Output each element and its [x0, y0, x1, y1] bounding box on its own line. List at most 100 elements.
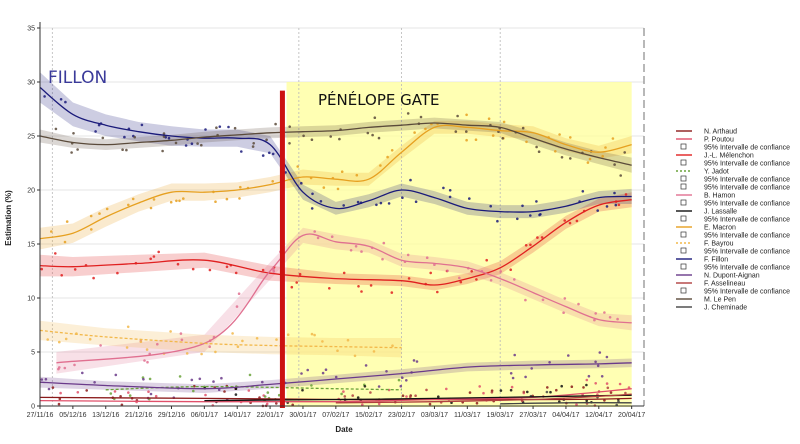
- poll-point-e-macron: [386, 155, 389, 159]
- poll-point-f-fillon: [240, 150, 243, 153]
- x-axis-title: Date: [335, 425, 353, 434]
- poll-point-m-le-pen: [72, 132, 75, 135]
- poll-point-e-macron: [465, 113, 468, 117]
- legend-label: 95% Intervalle de confiance: [704, 201, 790, 208]
- poll-point-j-lassalle: [450, 401, 453, 405]
- legend-swatch-box: [680, 263, 687, 270]
- poll-point-y-jadot: [248, 373, 252, 377]
- poll-point-f-bayrou: [169, 330, 172, 333]
- x-tick-label: 12/04/17: [585, 412, 612, 419]
- poll-point-e-macron: [379, 164, 382, 167]
- poll-point-f-bayrou: [236, 345, 240, 349]
- poll-point-n-arthaud: [546, 386, 549, 389]
- poll-point-b-hamon: [99, 344, 102, 347]
- poll-point-e-macron: [169, 200, 173, 204]
- poll-point-e-macron: [322, 186, 326, 189]
- poll-point-b-hamon: [577, 302, 580, 306]
- poll-point-m-le-pen: [121, 148, 124, 151]
- poll-point-f-fillon: [190, 142, 194, 145]
- x-tick-label: 06/01/17: [191, 412, 218, 419]
- poll-point-m-le-pen: [288, 125, 292, 128]
- poll-point-n-dupont-aignan: [334, 375, 338, 379]
- poll-point-m-le-pen: [371, 133, 374, 137]
- poll-point-n-dupont-aignan: [587, 374, 591, 378]
- poll-point-j-lassalle: [549, 390, 552, 394]
- poll-point-n-dupont-aignan: [212, 380, 215, 383]
- poll-point-p-poutou: [265, 402, 269, 406]
- poll-point-b-hamon: [616, 317, 619, 321]
- poll-point-f-fillon: [489, 204, 493, 208]
- poll-point-e-macron: [178, 199, 181, 203]
- poll-point-m-le-pen: [535, 145, 538, 149]
- poll-point-f-fillon: [319, 200, 323, 203]
- poll-point-b-hamon: [146, 360, 149, 364]
- poll-point-n-arthaud: [609, 391, 613, 394]
- legend-swatch-box: [680, 159, 687, 166]
- poll-point-b-hamon: [381, 257, 384, 261]
- series-line-n-dupont-aignan: [39, 362, 632, 390]
- legend-swatch-box: [680, 143, 687, 150]
- axes: [37, 22, 644, 409]
- poll-point-f-fillon: [300, 181, 303, 185]
- confidence-bands: [40, 72, 632, 393]
- poll-point-b-hamon: [541, 298, 545, 302]
- poll-point-m-le-pen: [613, 163, 616, 166]
- poll-point-m-le-pen: [456, 114, 459, 118]
- poll-point-f-bayrou: [58, 340, 61, 344]
- poll-point-e-macron: [586, 161, 590, 164]
- poll-point-b-hamon: [382, 241, 386, 245]
- series-line-y-jadot: [105, 385, 402, 391]
- poll-point-e-macron: [611, 137, 615, 140]
- poll-point-j-lassalle: [234, 387, 238, 391]
- poll-point-j-l-m-lenchon: [298, 272, 302, 276]
- poll-point-f-asselineau: [369, 391, 372, 394]
- poll-point-e-macron: [182, 197, 185, 200]
- poll-point-m-le-pen: [215, 126, 218, 129]
- poll-point-f-fillon: [311, 192, 314, 196]
- poll-point-n-dupont-aignan: [149, 392, 153, 396]
- poll-point-b-hamon: [406, 253, 410, 257]
- poll-point-n-arthaud: [603, 399, 606, 402]
- legend-swatch-box: [680, 183, 687, 190]
- legend-swatch-box: [680, 215, 687, 222]
- poll-point-f-asselineau: [425, 388, 428, 392]
- poll-point-e-macron: [175, 199, 178, 203]
- poll-point-e-macron: [296, 165, 300, 168]
- poll-point-f-fillon: [342, 204, 346, 207]
- poll-point-n-dupont-aignan: [47, 387, 51, 391]
- poll-point-y-jadot: [266, 391, 270, 394]
- poll-point-e-macron: [491, 134, 495, 137]
- poll-point-j-lassalle: [585, 383, 588, 387]
- poll-point-m-le-pen: [377, 136, 381, 140]
- poll-point-j-l-m-lenchon: [290, 285, 294, 289]
- x-tick-label: 23/02/17: [388, 412, 415, 419]
- poll-point-y-jadot: [178, 375, 182, 378]
- poll-point-j-l-m-lenchon: [360, 290, 363, 293]
- poll-point-e-macron: [525, 140, 528, 144]
- poll-point-j-l-m-lenchon: [328, 287, 331, 290]
- poll-point-e-macron: [98, 212, 101, 215]
- poll-point-f-asselineau: [343, 395, 347, 398]
- poll-point-j-l-m-lenchon: [40, 267, 43, 271]
- poll-point-j-l-m-lenchon: [470, 270, 474, 273]
- legend-label: N. Arthaud: [704, 129, 737, 136]
- poll-point-m-le-pen: [70, 151, 73, 154]
- poll-point-b-hamon: [208, 345, 211, 349]
- poll-point-m-le-pen: [619, 174, 622, 177]
- legend-label: F. Bayrou: [704, 241, 734, 248]
- x-tick-label: 07/02/17: [322, 412, 349, 419]
- poll-point-e-macron: [50, 230, 53, 233]
- poll-point-p-poutou: [482, 391, 485, 395]
- poll-point-j-l-m-lenchon: [568, 221, 572, 225]
- poll-point-j-l-m-lenchon: [524, 244, 528, 247]
- poll-point-n-arthaud: [401, 394, 405, 398]
- x-tick-label: 29/12/16: [158, 412, 185, 419]
- poll-point-j-lassalle: [234, 393, 238, 396]
- poll-point-f-fillon: [521, 204, 524, 208]
- poll-point-f-fillon: [356, 200, 360, 204]
- poll-point-j-l-m-lenchon: [436, 290, 439, 294]
- poll-point-j-l-m-lenchon: [390, 291, 394, 294]
- poll-point-f-bayrou: [313, 333, 316, 337]
- poll-point-f-fillon: [97, 123, 101, 127]
